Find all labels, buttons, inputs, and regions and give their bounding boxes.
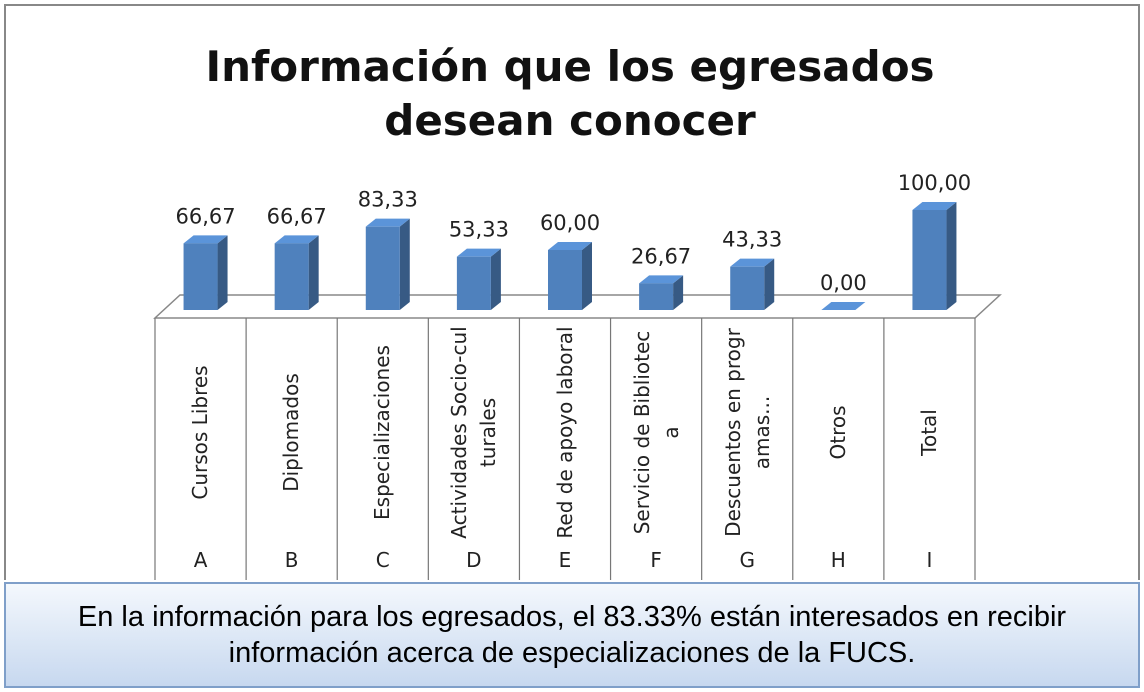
value-label: 0,00: [820, 271, 867, 295]
bar: [912, 202, 957, 310]
category-label: Actividades Socio-culturales: [446, 326, 500, 539]
bar-top: [274, 235, 319, 244]
bar-side: [308, 235, 319, 310]
category-label: Cursos Libres: [188, 365, 213, 500]
bar: [730, 258, 775, 310]
letter-label: C: [376, 548, 390, 572]
value-label: 53,33: [449, 218, 509, 242]
bar: [365, 218, 410, 310]
category-label: Servicio de Biblioteca: [629, 330, 683, 535]
letter-label: B: [285, 548, 299, 572]
bar-side: [764, 258, 775, 310]
letter-label: E: [559, 548, 572, 572]
bar-top: [548, 242, 592, 250]
letter-label: D: [466, 548, 481, 572]
bar: [548, 242, 592, 310]
category-label: Especializaciones: [370, 345, 395, 520]
value-label: 83,33: [358, 188, 418, 212]
bar-side: [399, 218, 410, 310]
value-label: 66,67: [175, 204, 235, 228]
letter-label: A: [194, 548, 208, 572]
bar-front: [730, 266, 765, 310]
letter-label: H: [831, 548, 846, 572]
value-label: 60,00: [540, 211, 600, 235]
category-box: Total: [916, 409, 941, 456]
category-label: Descuentos en programas...: [720, 328, 774, 537]
letter-label: I: [926, 548, 932, 572]
category-box: Servicio de Biblioteca: [629, 330, 683, 535]
caption: En la información para los egresados, el…: [4, 582, 1140, 688]
category-box: Red de apoyo laboral: [552, 326, 577, 539]
chart: Información que los egresados desean con…: [4, 4, 1140, 580]
bar-top: [730, 258, 775, 267]
bar-top: [456, 248, 501, 257]
title-box: Información que los egresados desean con…: [205, 42, 935, 145]
letter-label: F: [650, 548, 662, 572]
category-box: Actividades Socio-culturales: [446, 326, 500, 539]
chart-title: Información que los egresados desean con…: [205, 42, 935, 145]
bar-front: [274, 243, 309, 310]
bar-front: [912, 210, 947, 310]
bar-side: [582, 242, 592, 310]
bar: [183, 235, 228, 310]
category-box: Diplomados: [279, 373, 304, 492]
bar-top: [183, 235, 228, 244]
category-box: Especializaciones: [370, 345, 395, 520]
bar-side: [946, 202, 957, 310]
category-box: Otros: [825, 405, 850, 460]
bar-front: [183, 243, 218, 310]
value-label: 26,67: [631, 244, 691, 268]
bar-top: [821, 302, 866, 310]
bar-top: [639, 275, 684, 284]
bar-side: [217, 235, 228, 310]
bar-front: [365, 226, 400, 310]
bar: [821, 302, 866, 310]
category-label: Total: [916, 409, 941, 456]
letter-label: G: [739, 548, 755, 572]
bar-front: [639, 283, 674, 310]
bar-side: [673, 275, 684, 310]
value-label: 66,67: [267, 204, 327, 228]
category-box: Descuentos en programas...: [720, 328, 774, 537]
bar-front: [548, 250, 582, 310]
bar-front: [456, 256, 491, 310]
value-label: 100,00: [898, 171, 971, 195]
bar-top: [912, 202, 957, 210]
bar: [274, 235, 319, 310]
value-label: 43,33: [722, 228, 782, 252]
category-label: Diplomados: [279, 373, 304, 492]
bar: [639, 275, 684, 310]
category-label: Otros: [825, 405, 850, 460]
bar: [456, 248, 501, 310]
category-label: Red de apoyo laboral: [552, 326, 577, 539]
bar-side: [490, 248, 501, 310]
category-box: Cursos Libres: [188, 365, 213, 500]
bar-top: [365, 218, 410, 227]
